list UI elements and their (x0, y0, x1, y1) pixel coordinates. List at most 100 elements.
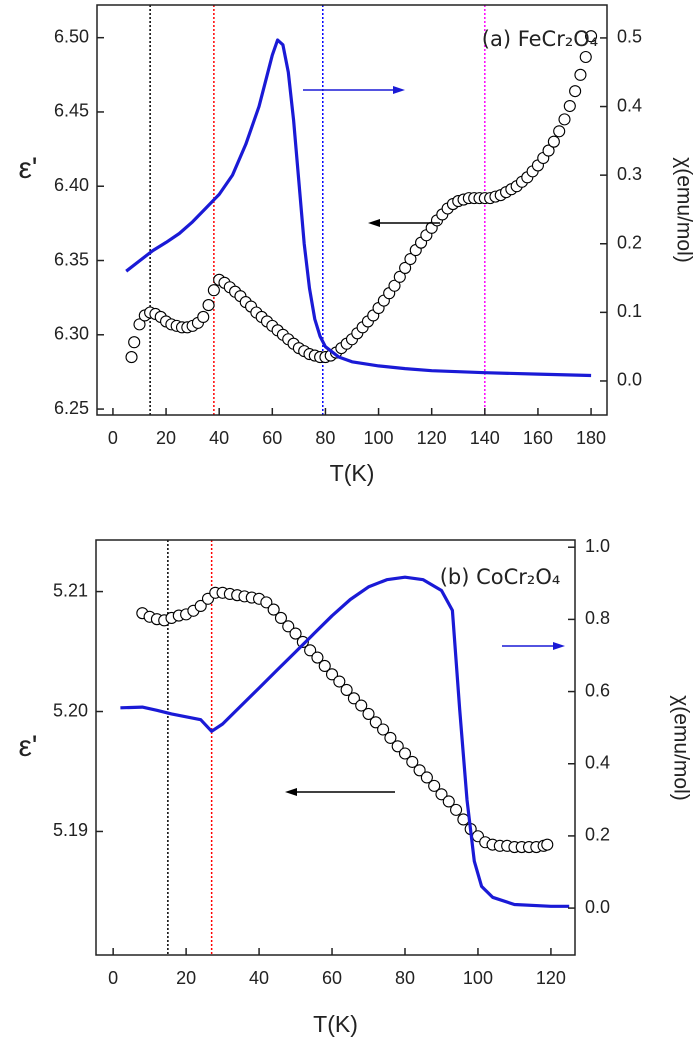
data-point (574, 68, 587, 81)
data-point (333, 675, 346, 688)
y-axis-label: ε' (18, 152, 37, 185)
arrow-head (285, 788, 297, 796)
data-point (579, 50, 592, 64)
x-tick-label: 100 (364, 428, 394, 448)
data-point (399, 261, 412, 274)
data-point (304, 644, 317, 657)
x-axis-label: T(K) (313, 1011, 358, 1037)
plot-frame (96, 4, 608, 416)
y2-axis-label: χ(emu/mol) (669, 695, 692, 801)
x-tick-label: 60 (262, 428, 282, 448)
panel: 0 20 40 60 80 100 120 5.19 5.20 5.21 0.0 0.2 0.4 0.6 0… (18, 536, 692, 1037)
data-point (202, 299, 215, 312)
y2-tick-label: 0.3 (617, 164, 642, 184)
x-tick-label: 120 (417, 428, 447, 448)
data-point (553, 125, 566, 138)
data-point (404, 252, 417, 266)
data-point (541, 838, 554, 851)
x-tick-label: 120 (536, 968, 566, 988)
y2-tick-label: 1.0 (585, 536, 610, 556)
data-point (282, 620, 295, 633)
data-point (197, 310, 210, 324)
y2-tick-label: 0.8 (585, 608, 610, 628)
data-point (585, 30, 598, 43)
y-tick-label: 5.19 (53, 820, 88, 840)
y-tick-label: 6.40 (54, 175, 89, 195)
y2-tick-label: 0.0 (617, 370, 642, 390)
data-point (125, 351, 138, 364)
data-point (388, 279, 401, 292)
data-point (413, 764, 426, 777)
data-point (542, 144, 555, 157)
data-point (311, 651, 324, 664)
y2-tick-label: 0.2 (617, 233, 642, 253)
panel: 0 20 40 60 80 100 120 140 160 180 6.25 6.30 6.35 6.40… (18, 4, 695, 486)
chi-line (120, 575, 570, 908)
data-point (428, 779, 441, 792)
data-point (318, 659, 331, 672)
arrow-head (553, 642, 565, 650)
y-tick-label: 5.20 (53, 700, 88, 720)
data-point (563, 99, 576, 113)
y-tick-label: 6.35 (54, 249, 89, 269)
y2-tick-label: 0.4 (585, 752, 610, 772)
y-tick-label: 6.25 (54, 398, 89, 418)
y2-tick-label: 0.5 (617, 27, 642, 47)
data-point (267, 603, 280, 616)
data-point (355, 699, 368, 712)
x-tick-label: 160 (523, 428, 553, 448)
data-point (398, 747, 412, 760)
data-point (340, 683, 353, 696)
x-axis-label: T(K) (330, 460, 375, 486)
data-point (420, 771, 433, 784)
x-tick-label: 100 (463, 968, 493, 988)
x-tick-label: 140 (470, 428, 500, 448)
x-tick-label: 0 (108, 428, 118, 448)
x-tick-label: 60 (322, 968, 342, 988)
y-axis-label: ε' (18, 730, 37, 763)
x-tick-label: 40 (209, 428, 229, 448)
data-point (128, 336, 141, 349)
data-point (384, 731, 397, 744)
x-tick-label: 20 (176, 968, 196, 988)
x-tick-label: 80 (315, 428, 335, 448)
y-tick-label: 5.21 (53, 580, 88, 600)
y-tick-label: 6.50 (54, 26, 89, 46)
panel-title: (a) FeCr₂O₄ (482, 27, 598, 51)
data-point (547, 135, 560, 148)
data-point (325, 668, 339, 681)
y-tick-label: 6.45 (54, 101, 89, 121)
arrow-head (393, 86, 405, 94)
data-point (377, 723, 390, 736)
data-point (369, 716, 382, 729)
x-tick-label: 80 (395, 968, 415, 988)
data-point (435, 788, 448, 801)
data-point (457, 813, 470, 826)
data-point (393, 270, 406, 283)
plot-frame (95, 539, 576, 956)
y2-tick-label: 0.2 (585, 825, 610, 845)
data-point (558, 113, 571, 126)
data-point (194, 599, 207, 613)
data-point (362, 707, 375, 720)
data-point (347, 692, 360, 705)
x-tick-label: 180 (576, 428, 606, 448)
data-point (260, 596, 273, 609)
data-point (569, 85, 582, 98)
data-point (207, 284, 220, 297)
arrow-head (368, 219, 380, 227)
panel-title: (b) CoCr₂O₄ (440, 565, 561, 589)
data-point (296, 635, 309, 649)
y2-tick-label: 0.0 (585, 897, 610, 917)
data-point (391, 740, 404, 753)
y2-tick-label: 0.4 (617, 95, 642, 115)
data-point (289, 627, 302, 640)
y2-tick-label: 0.6 (585, 680, 610, 700)
y2-axis-label: χ(emu/mol) (672, 157, 695, 263)
chi-line (125, 38, 592, 378)
y-tick-label: 6.30 (54, 324, 89, 344)
data-point (442, 795, 455, 808)
data-point (274, 611, 288, 625)
x-tick-label: 0 (108, 968, 118, 988)
x-tick-label: 20 (156, 428, 176, 448)
